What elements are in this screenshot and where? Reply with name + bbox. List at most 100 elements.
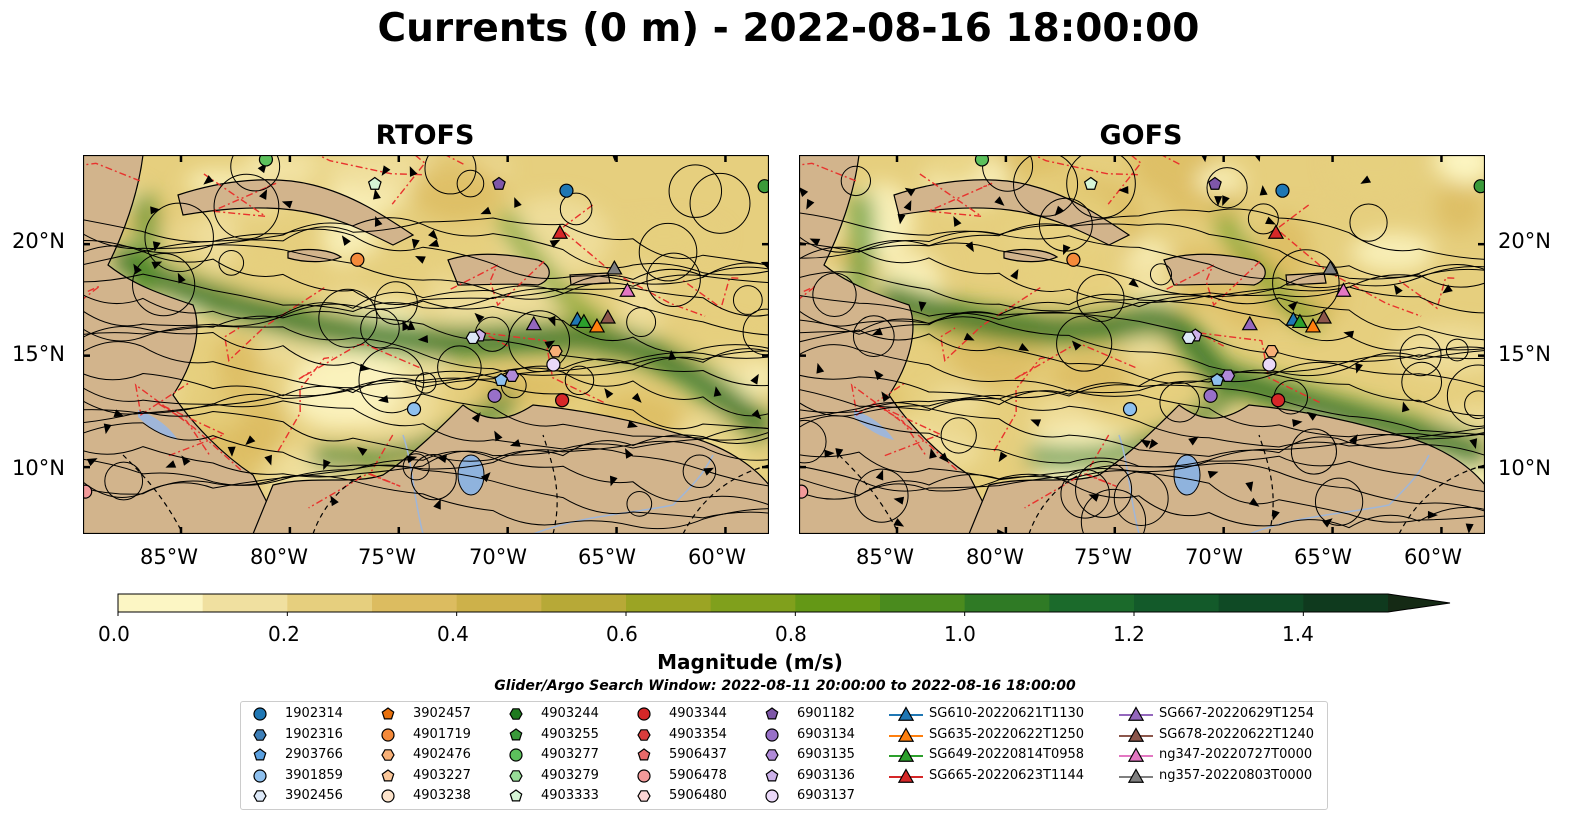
- colorbar-segment: [710, 594, 796, 612]
- streamline-arrows: [799, 155, 1478, 534]
- streamline: [799, 208, 1485, 260]
- jet-band: [1027, 386, 1237, 470]
- streamline-arrow: [341, 235, 351, 246]
- speed-patch: [619, 266, 663, 341]
- legend-marker: [765, 707, 779, 720]
- streamline: [83, 300, 769, 354]
- legend-marker: [253, 790, 267, 802]
- streamline: [799, 451, 1485, 493]
- streamline: [799, 473, 1485, 529]
- river: [402, 434, 424, 534]
- streamline: [83, 326, 769, 378]
- colorbar-segment: [118, 594, 204, 612]
- argo-marker-4902476: [548, 344, 563, 358]
- legend-label: 4903344: [669, 706, 727, 721]
- streamline-arrow: [509, 439, 521, 447]
- legend-symbol: [509, 708, 523, 720]
- streamline-arrow: [245, 435, 256, 446]
- legend-label: 4902476: [413, 747, 471, 762]
- eddy-streamline: [732, 285, 763, 315]
- argo-marker-6903137: [1262, 357, 1277, 372]
- streamline-arrow: [835, 448, 844, 459]
- legend-marker: [889, 706, 923, 721]
- streamline: [83, 464, 769, 519]
- search-window-text: Glider/Argo Search Window: 2022-08-11 20…: [494, 678, 1076, 694]
- legend-marker: [1119, 706, 1153, 721]
- streamline-arrow: [323, 459, 331, 471]
- legend-symbol: [637, 748, 651, 761]
- streamline-arrow: [165, 460, 177, 468]
- streamline-arrow: [904, 187, 916, 197]
- legend-symbol: [509, 727, 523, 740]
- eddy-streamline: [940, 417, 977, 454]
- streamline-arrow: [151, 261, 163, 270]
- streamline: [799, 382, 1485, 436]
- streamline: [83, 217, 769, 276]
- streamline-arrow: [1292, 419, 1303, 428]
- speed-patch: [1195, 166, 1246, 193]
- legend-symbol: [253, 768, 267, 783]
- streamline-arrow: [330, 495, 339, 507]
- argo-marker-6901182: [492, 176, 506, 190]
- streamline-arrow: [281, 200, 293, 209]
- eddy-streamline: [213, 173, 280, 240]
- eddy-streamline: [1464, 390, 1485, 420]
- streamline-arrow: [1207, 470, 1219, 479]
- lon-tick-label: 65°W: [578, 545, 636, 569]
- legend-symbol: [253, 790, 267, 802]
- streamline-arrow: [1188, 436, 1199, 446]
- streamline-arrow: [181, 455, 191, 466]
- legend-label: 4903255: [541, 726, 599, 742]
- streamline-arrow: [547, 315, 556, 327]
- land-central-america: [83, 155, 284, 534]
- lon-tick-label: 65°W: [1294, 545, 1352, 569]
- speed-patch: [604, 221, 723, 252]
- argo-marker-4902476: [1264, 344, 1279, 358]
- colorbar-segment: [1134, 594, 1220, 612]
- argo-marker-6903137: [546, 357, 561, 372]
- eez-line: [308, 434, 401, 509]
- streamline-arrow: [703, 467, 715, 476]
- eez-boundaries: [799, 155, 1455, 509]
- argo-marker-4903333: [1083, 176, 1098, 190]
- colorbar-segment: [964, 594, 1050, 612]
- colorbar-outline: [117, 593, 1451, 613]
- streamline-arrow: [1071, 340, 1082, 351]
- colorbar-tick-label: 0.2: [268, 622, 300, 646]
- argo-marker-4903255: [757, 179, 769, 194]
- legend-label: 1902314: [285, 706, 343, 721]
- eddy-streamline: [1446, 364, 1485, 427]
- streamline-arrow: [406, 455, 418, 464]
- legend-symbol: [765, 749, 779, 761]
- argo-marker-6903135: [1220, 369, 1236, 382]
- legend-symbol: [1127, 747, 1145, 762]
- axis-ticks: [83, 155, 769, 534]
- lon-tick-label: 80°W: [250, 545, 308, 569]
- streamline-arrow: [433, 498, 441, 510]
- streamline-arrow: [133, 263, 142, 275]
- speed-patch: [1049, 349, 1132, 401]
- streamline-arrow: [1199, 155, 1208, 163]
- legend-symbol: [1127, 706, 1145, 721]
- streamline-arrow: [113, 409, 125, 417]
- map-frame: [83, 155, 769, 534]
- argo-marker-1902314: [1275, 183, 1290, 198]
- legend-symbol: [253, 728, 267, 741]
- streamline-arrow: [1427, 510, 1438, 519]
- streamline-arrow: [152, 241, 161, 252]
- legend-marker: [1119, 767, 1153, 783]
- legend-label: 3902457: [413, 706, 471, 721]
- streamline-arrow: [806, 198, 815, 210]
- eddy-streamline: [559, 192, 593, 226]
- legend-label: 6903134: [797, 726, 855, 742]
- legend-label: 4903227: [413, 767, 471, 783]
- legend-label: 6903135: [797, 747, 855, 762]
- legend-label: 4903279: [541, 767, 599, 783]
- streamline-arrow: [1355, 362, 1363, 374]
- speed-patch: [1351, 232, 1435, 273]
- glider-marker-SG667-20220629T1254: [525, 315, 542, 331]
- eddy-streamline: [799, 419, 827, 464]
- streamline-arrow: [875, 469, 884, 481]
- eddy-streamline: [1080, 488, 1147, 534]
- colorbar-label: Magnitude (m/s): [657, 650, 843, 674]
